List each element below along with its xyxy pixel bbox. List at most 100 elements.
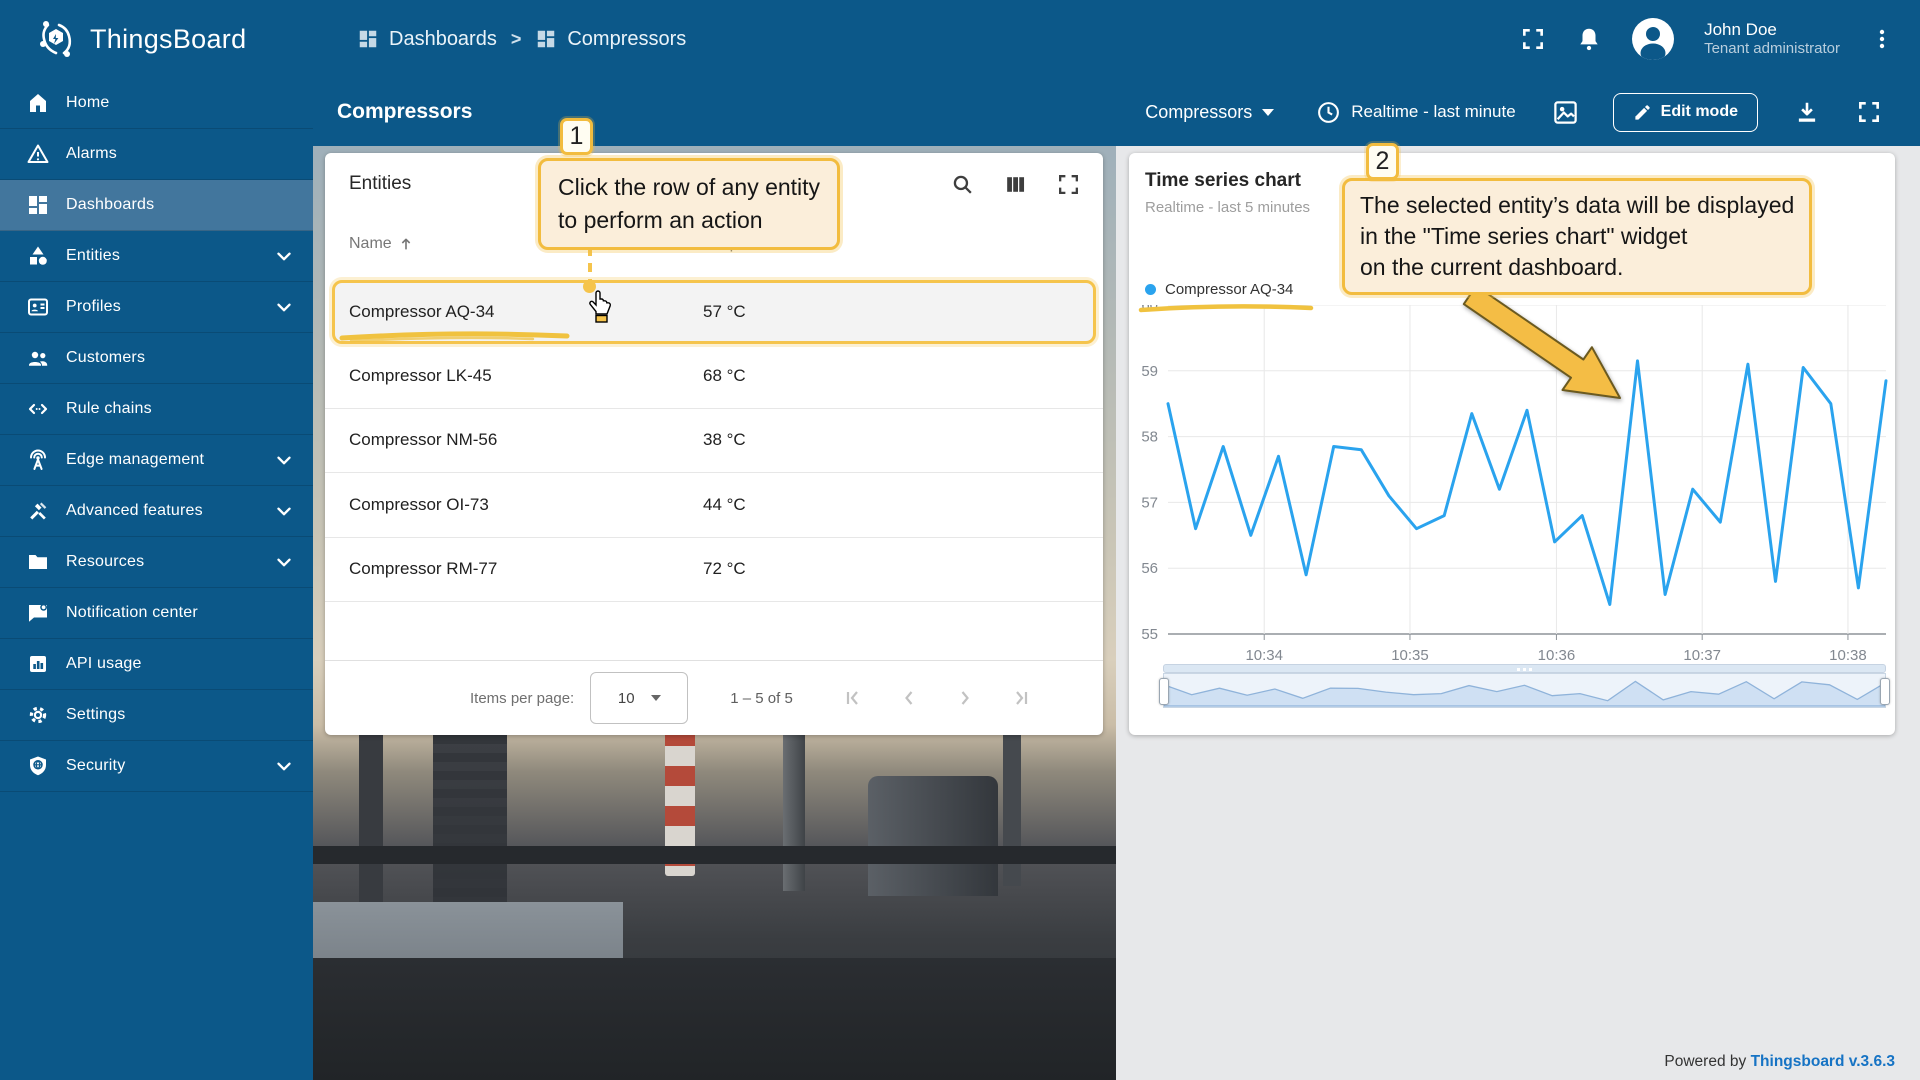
last-page-icon[interactable] <box>1009 686 1033 710</box>
app-logo[interactable]: ThingsBoard <box>0 17 313 61</box>
breadcrumb: Dashboards > Compressors <box>313 28 686 51</box>
sidebar-item-label: Entities <box>66 247 257 265</box>
sidebar-item-label: Security <box>66 757 257 775</box>
app-header: ThingsBoard Dashboards > Compressors Joh… <box>0 0 1920 78</box>
items-per-page-label: Items per page: <box>470 690 574 707</box>
expand-fullscreen-icon[interactable] <box>1056 172 1081 197</box>
widget-title: Time series chart <box>1145 170 1301 192</box>
sidebar-item-resources[interactable]: Resources <box>0 537 313 588</box>
search-icon[interactable] <box>950 172 975 197</box>
user-info[interactable]: John Doe Tenant administrator <box>1704 19 1840 59</box>
table-row[interactable]: Compressor NM-5638 °C <box>325 409 1103 474</box>
annotation-underline <box>1137 303 1317 315</box>
sidebar-item-dashboards[interactable]: Dashboards <box>0 180 313 231</box>
download-icon[interactable] <box>1794 99 1820 125</box>
callout-2: The selected entity’s data will be displ… <box>1342 178 1812 295</box>
dashboard-image-icon[interactable] <box>1552 99 1579 126</box>
sidebar-item-security[interactable]: Security <box>0 741 313 792</box>
svg-text:55: 55 <box>1141 626 1158 643</box>
column-header-name[interactable]: Name <box>325 235 414 253</box>
sidebar-item-label: Advanced features <box>66 502 257 520</box>
sidebar-item-label: API usage <box>66 655 295 673</box>
columns-icon[interactable] <box>1003 172 1028 197</box>
chevron-down-icon <box>273 296 295 318</box>
breadcrumb-item-dashboards[interactable]: Dashboards <box>357 28 497 51</box>
more-vert-icon[interactable] <box>1870 27 1894 51</box>
items-per-page-select[interactable]: 10 <box>590 672 688 724</box>
previous-page-icon[interactable] <box>897 686 921 710</box>
svg-text:57: 57 <box>1141 494 1158 511</box>
version-link[interactable]: Thingsboard v.3.6.3 <box>1751 1053 1895 1070</box>
first-page-icon[interactable] <box>841 686 865 710</box>
sidebar-item-home[interactable]: Home <box>0 78 313 129</box>
sidebar-item-api-usage[interactable]: API usage <box>0 639 313 690</box>
sidebar-item-customers[interactable]: Customers <box>0 333 313 384</box>
breadcrumb-item-compressors[interactable]: Compressors <box>535 28 686 51</box>
sidebar-item-rule-chains[interactable]: Rule chains <box>0 384 313 435</box>
sidebar-item-advanced-features[interactable]: Advanced features <box>0 486 313 537</box>
resources-icon <box>26 550 50 574</box>
annotation-underline <box>337 330 575 344</box>
powered-by: Powered by Thingsboard v.3.6.3 <box>1664 1053 1895 1071</box>
minimap-right-handle[interactable] <box>1880 678 1890 705</box>
minimap-svg <box>1164 674 1885 707</box>
legend-dot <box>1145 284 1156 295</box>
sidebar-item-edge-management[interactable]: Edge management <box>0 435 313 486</box>
sort-asc-icon <box>398 236 414 252</box>
svg-text:59: 59 <box>1141 363 1158 380</box>
sidebar-item-alarms[interactable]: Alarms <box>0 129 313 180</box>
advanced-features-icon <box>26 499 50 523</box>
svg-text:56: 56 <box>1141 560 1158 577</box>
svg-text:58: 58 <box>1141 429 1158 446</box>
sidebar-item-label: Home <box>66 94 295 112</box>
entities-icon <box>26 244 50 268</box>
callout-1: Click the row of any entity to perform a… <box>538 158 840 250</box>
svg-text:10:35: 10:35 <box>1391 647 1429 664</box>
fullscreen-icon[interactable] <box>1520 26 1546 52</box>
sidebar-item-entities[interactable]: Entities <box>0 231 313 282</box>
legend-label: Compressor AQ-34 <box>1165 281 1293 298</box>
next-page-icon[interactable] <box>953 686 977 710</box>
sidebar-item-profiles[interactable]: Profiles <box>0 282 313 333</box>
table-row[interactable]: Compressor LK-4568 °C <box>325 344 1103 409</box>
alarms-icon <box>26 142 50 166</box>
sidebar-item-settings[interactable]: Settings <box>0 690 313 741</box>
callout-connector-line <box>588 247 592 281</box>
sidebar-item-label: Alarms <box>66 145 295 163</box>
entity-temperature-cell: 68 °C <box>703 366 746 386</box>
clock-icon <box>1316 100 1341 125</box>
entity-name-cell: Compressor OI-73 <box>325 495 489 515</box>
legend-item[interactable]: Compressor AQ-34 <box>1145 281 1293 298</box>
table-row[interactable]: Compressor OI-7344 °C <box>325 473 1103 538</box>
fullscreen-icon[interactable] <box>1856 99 1882 125</box>
minimap-left-handle[interactable] <box>1159 678 1169 705</box>
avatar[interactable] <box>1632 18 1674 60</box>
entity-alias-select[interactable]: Compressors <box>1145 102 1274 123</box>
svg-text:10:37: 10:37 <box>1683 647 1721 664</box>
pencil-icon <box>1633 103 1652 122</box>
edit-mode-button[interactable]: Edit mode <box>1613 93 1758 132</box>
table-row[interactable]: Compressor RM-7772 °C <box>325 538 1103 603</box>
minimap-preview[interactable] <box>1163 673 1886 708</box>
api-usage-icon <box>26 652 50 676</box>
widget-title: Entities <box>349 173 411 195</box>
dashboard-grid-icon <box>535 28 557 50</box>
sidebar-item-label: Customers <box>66 349 295 367</box>
entity-name-cell: Compressor RM-77 <box>325 559 497 579</box>
sidebar-item-label: Settings <box>66 706 295 724</box>
notifications-bell-icon[interactable] <box>1576 26 1602 52</box>
sidebar: Home Alarms Dashboards Entities Profiles Cust… <box>0 78 313 1080</box>
hand-cursor-icon <box>585 288 619 328</box>
entity-name-cell: Compressor NM-56 <box>325 430 497 450</box>
sidebar-item-label: Resources <box>66 553 257 571</box>
chart-minimap <box>1163 664 1886 710</box>
customers-icon <box>26 346 50 370</box>
profiles-icon <box>26 295 50 319</box>
settings-icon <box>26 703 50 727</box>
minimap-scroll-bar[interactable] <box>1163 664 1886 673</box>
photo-pipes <box>313 846 1116 864</box>
sidebar-item-notification-center[interactable]: Notification center <box>0 588 313 639</box>
drag-grip-icon <box>1517 668 1533 671</box>
entity-name-cell: Compressor AQ-34 <box>335 302 495 322</box>
timewindow-button[interactable]: Realtime - last minute <box>1316 100 1515 125</box>
